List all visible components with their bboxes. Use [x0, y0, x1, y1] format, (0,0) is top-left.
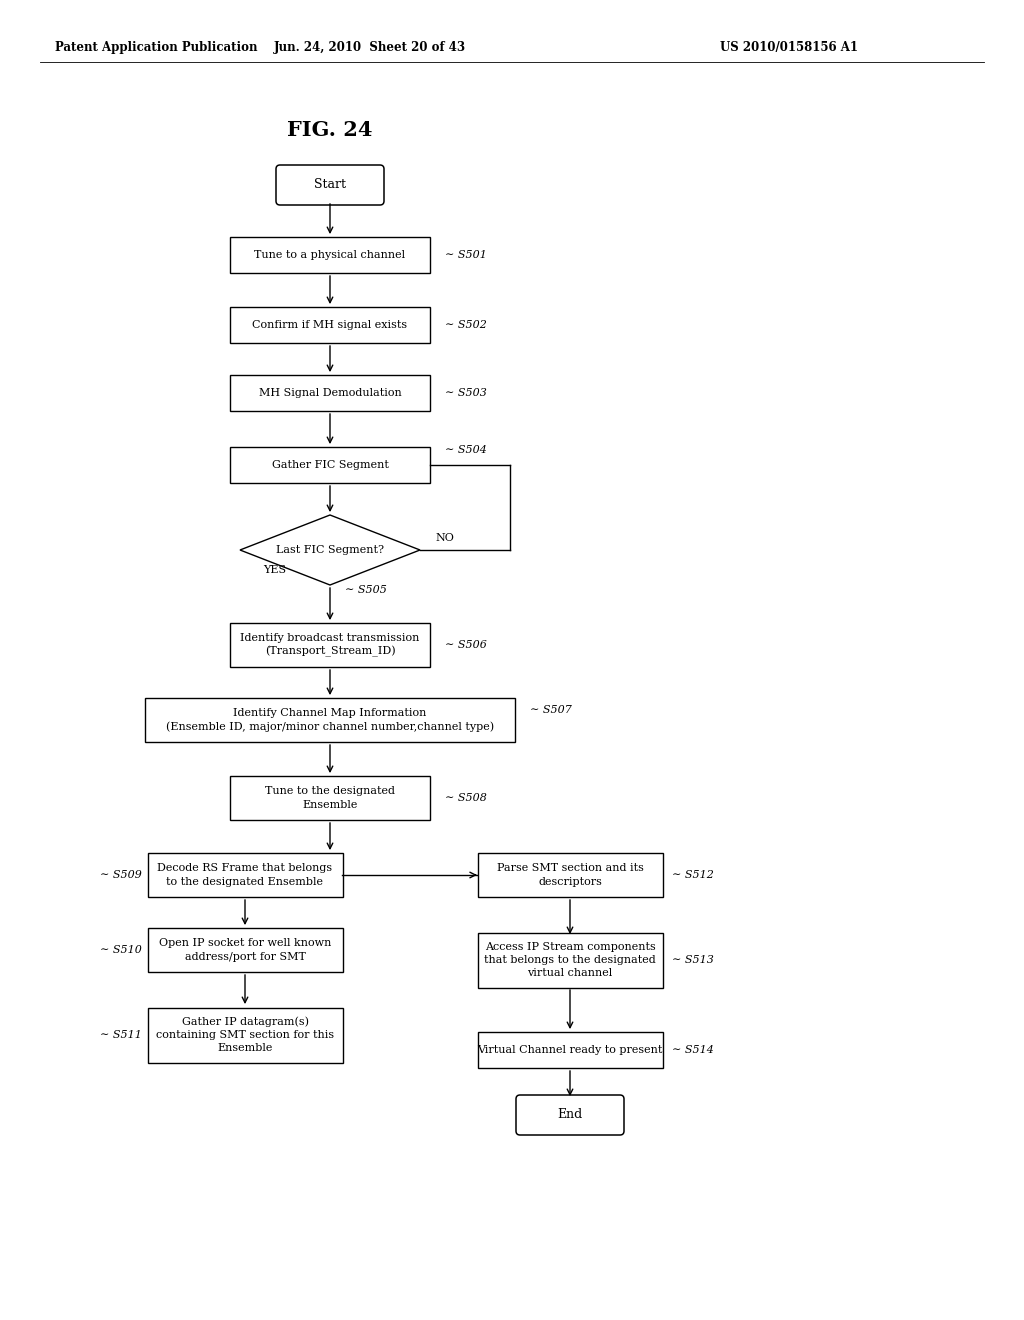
Text: Tune to a physical channel: Tune to a physical channel — [254, 249, 406, 260]
Text: End: End — [557, 1109, 583, 1122]
Text: Identify broadcast transmission
(Transport_Stream_ID): Identify broadcast transmission (Transpo… — [241, 632, 420, 657]
Bar — [230, 308, 430, 343]
Bar — [145, 698, 515, 742]
FancyBboxPatch shape — [516, 1096, 624, 1135]
Text: Patent Application Publication: Patent Application Publication — [55, 41, 257, 54]
Bar — [477, 932, 663, 987]
Text: MH Signal Demodulation: MH Signal Demodulation — [259, 388, 401, 399]
Text: ∼ S505: ∼ S505 — [345, 585, 387, 595]
Bar — [147, 928, 342, 972]
Bar — [230, 776, 430, 820]
Text: Identify Channel Map Information
(Ensemble ID, major/minor channel number,channe: Identify Channel Map Information (Ensemb… — [166, 708, 494, 733]
Bar — [230, 238, 430, 273]
Text: Start: Start — [314, 178, 346, 191]
Text: ∼ S506: ∼ S506 — [445, 640, 486, 649]
Text: Decode RS Frame that belongs
to the designated Ensemble: Decode RS Frame that belongs to the desi… — [158, 863, 333, 887]
Bar — [230, 375, 430, 411]
Text: Confirm if MH signal exists: Confirm if MH signal exists — [253, 319, 408, 330]
Text: ∼ S509: ∼ S509 — [100, 870, 142, 880]
Text: NO: NO — [435, 533, 454, 543]
Text: FIG. 24: FIG. 24 — [288, 120, 373, 140]
Bar — [147, 853, 342, 898]
Text: Open IP socket for well known
address/port for SMT: Open IP socket for well known address/po… — [159, 939, 331, 961]
Text: ∼ S514: ∼ S514 — [672, 1045, 714, 1055]
Text: Last FIC Segment?: Last FIC Segment? — [276, 545, 384, 554]
Text: Gather IP datagram(s)
containing SMT section for this
Ensemble: Gather IP datagram(s) containing SMT sec… — [156, 1016, 334, 1053]
Bar — [230, 623, 430, 667]
Bar — [477, 1032, 663, 1068]
Text: Jun. 24, 2010  Sheet 20 of 43: Jun. 24, 2010 Sheet 20 of 43 — [274, 41, 466, 54]
Text: Parse SMT section and its
descriptors: Parse SMT section and its descriptors — [497, 863, 643, 887]
Text: Virtual Channel ready to present: Virtual Channel ready to present — [477, 1045, 663, 1055]
Polygon shape — [240, 515, 420, 585]
Text: ∼ S503: ∼ S503 — [445, 388, 486, 399]
Text: US 2010/0158156 A1: US 2010/0158156 A1 — [720, 41, 858, 54]
Bar — [477, 853, 663, 898]
Bar — [230, 447, 430, 483]
Text: Access IP Stream components
that belongs to the designated
virtual channel: Access IP Stream components that belongs… — [484, 941, 656, 978]
Text: ∼ S508: ∼ S508 — [445, 793, 486, 803]
Text: ∼ S502: ∼ S502 — [445, 319, 486, 330]
Text: ∼ S510: ∼ S510 — [100, 945, 142, 954]
Text: ∼ S511: ∼ S511 — [100, 1030, 142, 1040]
Text: Gather FIC Segment: Gather FIC Segment — [271, 459, 388, 470]
Text: ∼ S513: ∼ S513 — [672, 954, 714, 965]
Text: ∼ S512: ∼ S512 — [672, 870, 714, 880]
Text: ∼ S504: ∼ S504 — [445, 445, 486, 455]
Bar — [147, 1007, 342, 1063]
Text: YES: YES — [263, 565, 287, 576]
Text: ∼ S507: ∼ S507 — [530, 705, 571, 715]
FancyBboxPatch shape — [276, 165, 384, 205]
Text: ∼ S501: ∼ S501 — [445, 249, 486, 260]
Text: Tune to the designated
Ensemble: Tune to the designated Ensemble — [265, 787, 395, 809]
